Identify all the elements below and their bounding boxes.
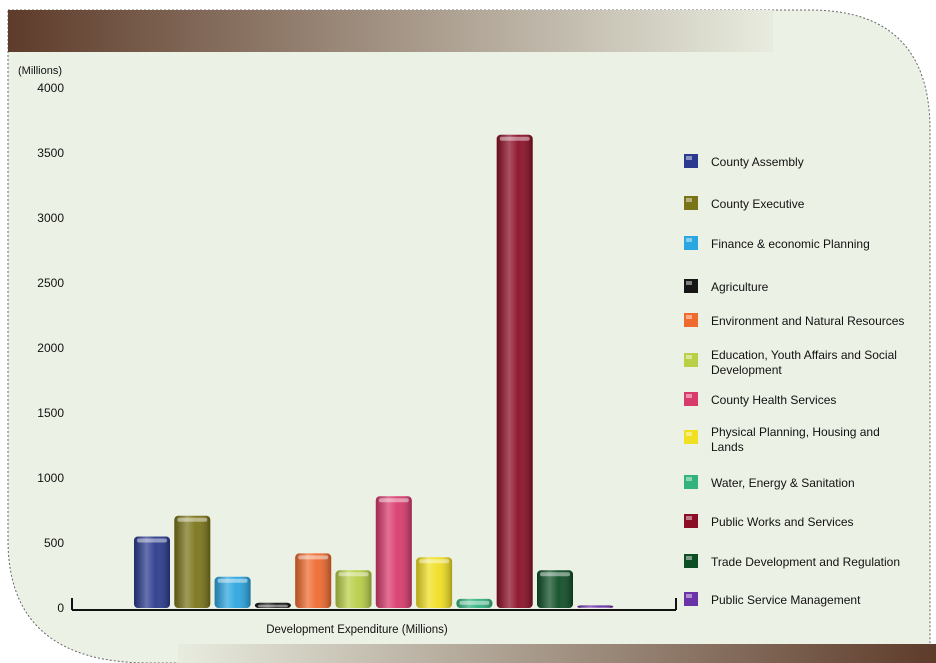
- bar-highlight: [459, 600, 490, 605]
- y-tick-label: 4000: [37, 81, 64, 95]
- legend-swatch-highlight: [686, 238, 692, 242]
- legend-swatch-highlight: [686, 516, 692, 520]
- bar-highlight: [540, 572, 570, 577]
- legend-item: Trade Development and Regulation: [684, 554, 900, 569]
- bar-highlight: [419, 559, 450, 564]
- legend-swatch-highlight: [686, 281, 692, 285]
- legend-swatch-highlight: [686, 156, 692, 160]
- legend-label: County Executive: [711, 197, 805, 211]
- legend-label: Education, Youth Affairs and Social Devel…: [711, 348, 897, 377]
- chart-panel: [7, 9, 931, 663]
- bar-highlight: [298, 555, 329, 560]
- legend-swatch-highlight: [686, 394, 692, 398]
- legend-item: Environment and Natural Resources: [684, 313, 904, 328]
- bar-highlight: [177, 517, 208, 522]
- y-tick-label: 1500: [37, 406, 64, 420]
- legend-item: Finance & economic Planning: [684, 236, 870, 251]
- bar-shine: [295, 553, 332, 608]
- bar-highlight: [257, 604, 288, 608]
- bar-shine: [174, 515, 211, 608]
- legend-swatch: [684, 514, 698, 528]
- legend-swatch: [684, 392, 698, 406]
- y-tick-label: 1000: [37, 471, 64, 485]
- legend-item: Public Works and Services: [684, 514, 854, 529]
- y-axis-ticks: 0 500 1000 1500 2000 2500 3000 3500 4000: [37, 81, 64, 615]
- y-tick-label: 3500: [37, 146, 64, 160]
- bar-highlight: [499, 136, 530, 141]
- legend-swatch: [684, 475, 698, 489]
- y-tick-label: 2500: [37, 276, 64, 290]
- bar-shine: [335, 570, 372, 608]
- bar-shine: [416, 557, 453, 608]
- legend-item: Water, Energy & Sanitation: [684, 475, 855, 490]
- bar-shine: [214, 576, 251, 608]
- legend-label: Finance & economic Planning: [711, 237, 870, 251]
- legend-swatch: [684, 592, 698, 606]
- y-axis-unit-label: (Millions): [18, 65, 62, 77]
- legend-swatch-highlight: [686, 477, 692, 481]
- y-tick-label: 500: [44, 536, 64, 550]
- legend-swatch: [684, 154, 698, 168]
- legend-swatch-highlight: [686, 556, 692, 560]
- legend-label: Trade Development and Regulation: [711, 555, 900, 569]
- y-tick-label: 0: [57, 601, 64, 615]
- legend-item: Physical Planning, Housing and Lands: [684, 425, 880, 454]
- legend-swatch: [684, 353, 698, 367]
- legend-swatch-highlight: [686, 432, 692, 436]
- legend-label: Physical Planning, Housing and Lands: [711, 425, 880, 454]
- legend-label: Public Service Management: [711, 593, 861, 607]
- bar-highlight: [378, 498, 409, 503]
- legend-label: Water, Energy & Sanitation: [711, 476, 855, 490]
- legend-swatch-highlight: [686, 355, 692, 359]
- bar-highlight: [338, 572, 369, 577]
- legend-swatch: [684, 313, 698, 327]
- legend-item: Education, Youth Affairs and Social Devel…: [684, 348, 897, 377]
- bar-shine: [456, 598, 493, 608]
- legend-item: County Executive: [684, 196, 805, 211]
- legend-swatch: [684, 554, 698, 568]
- bars: [134, 134, 614, 609]
- x-axis-label: Development Expenditure (Millions): [266, 624, 448, 636]
- bar-shine: [375, 496, 412, 608]
- legend-swatch-highlight: [686, 594, 692, 598]
- legend-label: Environment and Natural Resources: [711, 314, 904, 328]
- y-tick-label: 2000: [37, 341, 64, 355]
- legend-swatch: [684, 196, 698, 210]
- legend-item: Agriculture: [684, 279, 769, 294]
- bar-shine: [577, 605, 614, 608]
- legend-item: County Assembly: [684, 154, 804, 169]
- legend-swatch-highlight: [686, 315, 692, 319]
- bar-shine: [496, 134, 533, 609]
- bottom-band: [178, 644, 936, 663]
- legend-label: Public Works and Services: [711, 515, 854, 529]
- bar-shine: [134, 536, 170, 608]
- legend-swatch-highlight: [686, 198, 692, 202]
- legend-swatch: [684, 236, 698, 250]
- legend: County Assembly County Executive Finance &…: [684, 154, 904, 607]
- legend-swatch: [684, 279, 698, 293]
- legend-label: Agriculture: [711, 280, 769, 294]
- bar-highlight: [580, 607, 611, 609]
- legend-item: County Health Services: [684, 392, 836, 407]
- y-tick-label: 3000: [37, 211, 64, 225]
- bar-shine: [537, 570, 573, 608]
- legend-label: County Assembly: [711, 155, 804, 169]
- legend-label: County Health Services: [711, 393, 836, 407]
- bar-shine: [254, 602, 291, 608]
- legend-swatch: [684, 430, 698, 444]
- top-band: [8, 10, 773, 52]
- legend-item: Public Service Management: [684, 592, 861, 607]
- bar-highlight: [217, 578, 248, 583]
- bar-highlight: [137, 538, 167, 543]
